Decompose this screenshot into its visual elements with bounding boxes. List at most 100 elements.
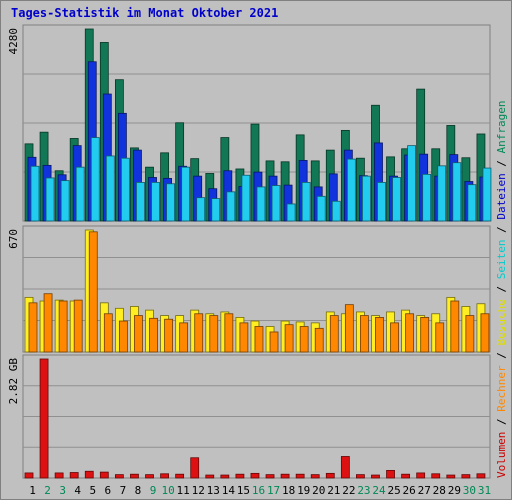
x-tick-label: 17 xyxy=(267,484,280,497)
x-tick-label: 5 xyxy=(89,484,96,497)
bar-volumen-day-4 xyxy=(69,472,79,479)
bar-rechner-day-4 xyxy=(73,299,83,353)
bar-volumen-day-19 xyxy=(295,473,305,479)
bar-rechner-day-12 xyxy=(194,313,204,353)
bar-rechner-day-23 xyxy=(360,315,369,353)
x-tick-label: 4 xyxy=(74,484,81,497)
bar-rechner-day-24 xyxy=(375,317,384,353)
bar-volumen-day-24 xyxy=(371,474,380,479)
bar-seiten-day-23 xyxy=(362,175,371,222)
bar-volumen-day-30 xyxy=(461,474,471,479)
bar-volumen-day-16 xyxy=(250,472,260,479)
bar-rechner-day-11 xyxy=(179,322,189,353)
bar-seiten-day-3 xyxy=(60,180,70,222)
bar-seiten-day-30 xyxy=(467,184,477,222)
legend-separator: / xyxy=(495,279,508,299)
bar-volumen-day-26 xyxy=(401,473,411,479)
bar-seiten-day-16 xyxy=(256,186,266,222)
bar-rechner-day-30 xyxy=(465,315,475,353)
bar-volumen-day-2 xyxy=(39,358,49,479)
legend-anfragen: Anfragen xyxy=(495,100,508,153)
bar-volumen-day-17 xyxy=(265,474,275,479)
bar-seiten-day-15 xyxy=(241,174,251,222)
bar-seiten-day-26 xyxy=(407,145,417,222)
x-tick-label: 9 xyxy=(150,484,157,497)
bar-rechner-day-10 xyxy=(164,318,173,353)
bar-volumen-day-14 xyxy=(220,474,230,479)
bar-volumen-day-7 xyxy=(114,474,124,479)
x-tick-label: 11 xyxy=(177,484,190,497)
x-tick-label: 1 xyxy=(29,484,36,497)
x-tick-label: 24 xyxy=(372,484,386,497)
x-tick-label: 2 xyxy=(44,484,51,497)
bar-volumen-day-3 xyxy=(54,472,64,479)
legend-separator: / xyxy=(495,412,508,432)
bar-volumen-day-8 xyxy=(130,473,139,479)
bar-seiten-day-9 xyxy=(151,182,160,222)
bar-rechner-day-18 xyxy=(284,324,294,353)
x-tick-label: 29 xyxy=(448,484,461,497)
x-tick-label: 26 xyxy=(403,484,416,497)
bar-seiten-day-4 xyxy=(75,166,85,222)
legend-separator: / xyxy=(495,153,508,173)
x-tick-label: 7 xyxy=(120,484,127,497)
bar-volumen-day-27 xyxy=(416,472,426,479)
bar-rechner-day-2 xyxy=(43,293,53,353)
legend-seiten: Seiten xyxy=(495,240,508,280)
x-tick-label: 10 xyxy=(161,484,174,497)
bar-seiten-day-17 xyxy=(271,185,281,222)
bar-seiten-day-21 xyxy=(331,200,341,222)
right-legend: Volumen / Rechner / Besuche / Seiten / D… xyxy=(495,100,508,478)
bar-seiten-day-10 xyxy=(166,183,175,222)
bar-seiten-day-14 xyxy=(226,191,236,222)
bar-seiten-day-28 xyxy=(437,165,447,222)
bar-rechner-day-17 xyxy=(269,331,279,353)
bar-seiten-day-18 xyxy=(286,203,296,222)
bar-seiten-day-6 xyxy=(105,155,115,222)
x-tick-label: 20 xyxy=(312,484,325,497)
x-tick-label: 27 xyxy=(418,484,431,497)
y-max-label: 4280 xyxy=(7,28,20,55)
x-tick-label: 16 xyxy=(252,484,265,497)
bar-rechner-day-1 xyxy=(28,302,38,353)
bar-volumen-day-15 xyxy=(235,473,245,479)
bar-volumen-day-10 xyxy=(160,473,169,479)
bar-rechner-day-5 xyxy=(88,231,98,353)
legend-volumen: Volumen xyxy=(495,432,508,478)
x-tick-label: 28 xyxy=(433,484,446,497)
legend-separator: / xyxy=(495,220,508,240)
x-tick-label: 3 xyxy=(59,484,66,497)
bar-volumen-day-11 xyxy=(175,473,185,479)
x-tick-label: 12 xyxy=(192,484,205,497)
bar-seiten-day-11 xyxy=(181,166,191,222)
bar-volumen-day-6 xyxy=(99,471,109,479)
bar-seiten-day-5 xyxy=(90,137,100,222)
bar-seiten-day-13 xyxy=(211,198,221,222)
x-tick-label: 30 xyxy=(463,484,476,497)
bar-volumen-day-29 xyxy=(446,474,456,479)
x-tick-label: 8 xyxy=(135,484,142,497)
x-tick-label: 13 xyxy=(207,484,220,497)
x-tick-label: 22 xyxy=(342,484,355,497)
y-max-label: 670 xyxy=(7,229,20,249)
bar-volumen-day-28 xyxy=(431,473,441,479)
bar-volumen-day-18 xyxy=(280,473,290,479)
bar-volumen-day-21 xyxy=(325,472,335,479)
bar-rechner-day-16 xyxy=(254,326,264,353)
legend-besuche: Besuche xyxy=(495,299,508,345)
bar-rechner-day-14 xyxy=(224,313,234,353)
bar-seiten-day-29 xyxy=(452,162,462,222)
bar-rechner-day-3 xyxy=(58,300,68,353)
legend-rechner: Rechner xyxy=(495,365,508,412)
legend-dateien: Dateien xyxy=(495,173,508,219)
bar-rechner-day-7 xyxy=(118,320,128,353)
bar-volumen-day-1 xyxy=(24,472,34,479)
bar-volumen-day-20 xyxy=(310,474,320,479)
bar-volumen-day-25 xyxy=(386,470,395,479)
bar-rechner-day-6 xyxy=(103,313,113,353)
bar-rechner-day-20 xyxy=(314,327,324,353)
bar-volumen-day-9 xyxy=(145,474,154,479)
bar-volumen-day-13 xyxy=(205,474,215,479)
bar-rechner-day-13 xyxy=(209,315,219,353)
x-tick-label: 23 xyxy=(357,484,370,497)
